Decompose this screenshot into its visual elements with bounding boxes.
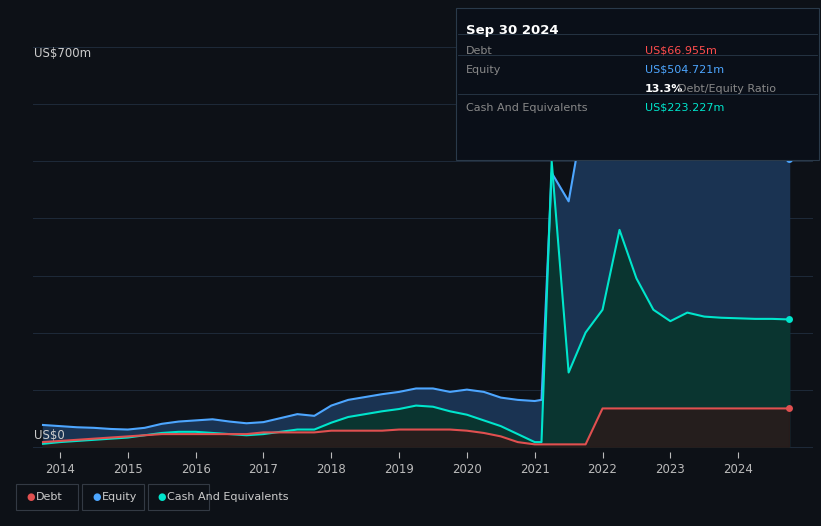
Text: Cash And Equivalents: Cash And Equivalents [466, 103, 587, 113]
Text: Debt: Debt [36, 492, 63, 502]
Text: Equity: Equity [466, 65, 501, 75]
Text: US$0: US$0 [34, 429, 65, 442]
Text: US$504.721m: US$504.721m [644, 65, 724, 75]
Text: Sep 30 2024: Sep 30 2024 [466, 24, 558, 37]
Text: US$700m: US$700m [34, 47, 91, 60]
Text: US$66.955m: US$66.955m [644, 46, 717, 56]
Text: Cash And Equivalents: Cash And Equivalents [167, 492, 289, 502]
Text: ●: ● [26, 492, 34, 502]
Text: US$223.227m: US$223.227m [644, 103, 724, 113]
Text: Debt/Equity Ratio: Debt/Equity Ratio [677, 84, 776, 94]
Text: 13.3%: 13.3% [644, 84, 683, 94]
Text: ●: ● [158, 492, 166, 502]
Text: Equity: Equity [102, 492, 137, 502]
Text: Debt: Debt [466, 46, 493, 56]
Text: ●: ● [92, 492, 100, 502]
